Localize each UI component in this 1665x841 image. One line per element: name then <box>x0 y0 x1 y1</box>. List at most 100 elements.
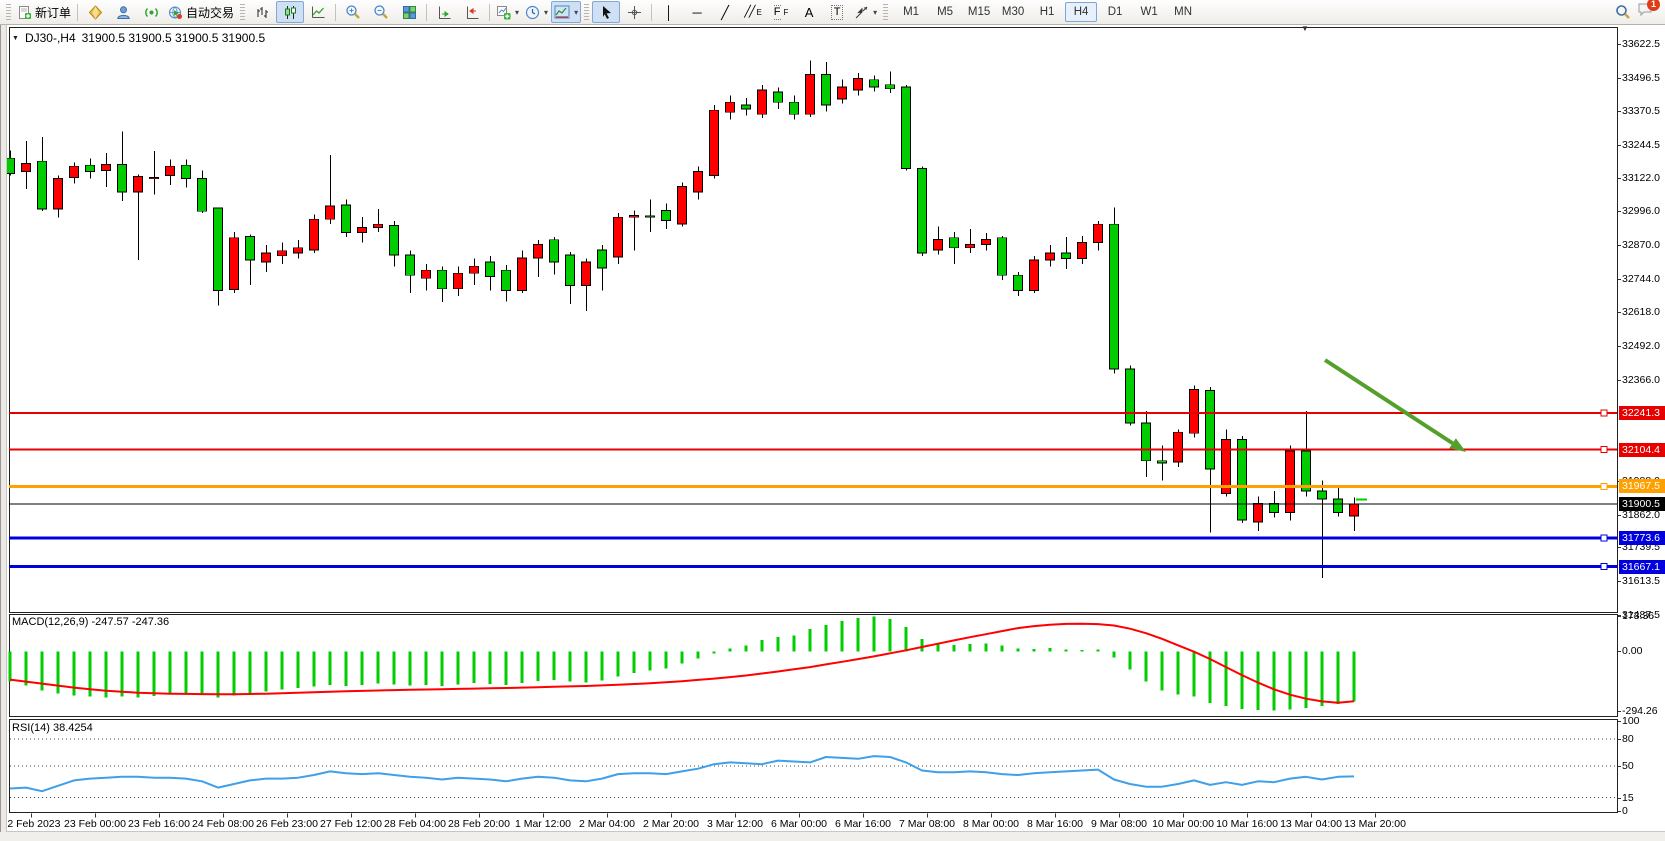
notifications-button[interactable]: 1 <box>1637 0 1660 23</box>
timeframe-toolbar: M1 M5 M15 M30 H1 H4 D1 W1 MN <box>895 2 1199 22</box>
candlestick-chart-button[interactable] <box>276 1 305 23</box>
tile-windows-button[interactable] <box>395 1 423 23</box>
candle-down <box>1317 490 1327 500</box>
date-axis-label: 26 Feb 23:00 <box>256 818 318 830</box>
crosshair-button[interactable] <box>620 1 648 23</box>
hline-price-badge[interactable]: 31667.1 <box>1619 559 1665 574</box>
equidistant-channel-button[interactable]: ╱╱ E <box>739 1 767 23</box>
search-button[interactable] <box>1609 1 1637 23</box>
dropdown-caret-icon: ▾ <box>515 7 520 17</box>
new-order-label: 新订单 <box>35 5 72 20</box>
separator <box>651 3 653 21</box>
arrow-object-head[interactable] <box>1449 438 1466 452</box>
trade-level-up-icon <box>438 6 451 19</box>
candle-up <box>965 244 975 249</box>
notification-badge: 1 <box>1647 0 1660 11</box>
text-label-button[interactable]: T <box>823 1 851 23</box>
candle-up <box>453 272 463 290</box>
zoom-in-button[interactable] <box>339 1 367 23</box>
arrow-object[interactable] <box>1323 358 1454 445</box>
fibonacci-button[interactable]: F F <box>767 1 795 23</box>
cursor-button[interactable] <box>592 1 621 23</box>
trendline-button[interactable]: ╱ <box>711 1 739 23</box>
timeframe-h1[interactable]: H1 <box>1039 6 1055 18</box>
rsi-axis-tick: 50 <box>1617 760 1665 772</box>
candle-up <box>581 261 591 286</box>
chart-quotes: 31900.5 31900.5 31900.5 31900.5 <box>81 31 266 45</box>
toolbar-grip[interactable] <box>240 4 246 20</box>
line-chart-button[interactable] <box>304 1 332 23</box>
timeframe-mn[interactable]: MN <box>1174 6 1193 18</box>
macd-bar <box>56 651 60 694</box>
macd-bar <box>984 643 988 652</box>
panel-frame-2 <box>9 719 1618 813</box>
horizontal-line-button[interactable]: ─ <box>683 1 711 23</box>
separator <box>77 3 79 21</box>
hline-price-badge[interactable]: 32241.3 <box>1619 406 1665 421</box>
hline-handle[interactable] <box>1600 409 1608 417</box>
show-trade-levels-button[interactable] <box>430 1 458 23</box>
price-axis-tick: 31862.0 <box>1617 509 1665 521</box>
clock-icon <box>525 5 540 19</box>
candle-up <box>853 78 863 91</box>
toolbar-grip[interactable] <box>584 4 590 20</box>
candle-down <box>597 249 607 269</box>
new-order-button[interactable]: 新订单 <box>14 1 74 23</box>
candle-up <box>421 269 431 279</box>
candle-up <box>277 250 287 257</box>
candle-down <box>1157 460 1167 464</box>
timeframe-m5[interactable]: M5 <box>937 6 954 18</box>
candle-up <box>709 109 719 176</box>
add-indicator-button[interactable]: ▾ <box>493 1 522 23</box>
macd-indicator-label: MACD(12,26,9) -247.57 -247.36 <box>12 616 170 628</box>
candle-down <box>341 204 351 233</box>
date-axis-label: 8 Mar 16:00 <box>1026 818 1084 830</box>
candle-up <box>1285 450 1295 513</box>
dropdown-caret-icon: ▾ <box>574 7 579 17</box>
macd-bar <box>1112 651 1116 658</box>
shapes-button[interactable]: ▾ <box>851 1 880 23</box>
candle-up <box>933 239 943 251</box>
macd-bar <box>1016 648 1020 652</box>
show-order-levels-button[interactable] <box>458 1 486 23</box>
hline-handle[interactable] <box>1600 534 1608 542</box>
collapse-icon[interactable]: ▼ <box>12 34 19 42</box>
hline-price-badge[interactable]: 31773.6 <box>1619 531 1665 546</box>
macd-bar <box>1176 651 1180 695</box>
rsi-axis-tick: 0 <box>1617 805 1665 817</box>
auto-trading-button[interactable]: 自动交易 <box>165 1 237 23</box>
timeframe-d1[interactable]: D1 <box>1107 6 1123 18</box>
hline-price-badge[interactable]: 31967.5 <box>1619 479 1665 494</box>
macd-bar <box>296 651 300 689</box>
zoom-out-button[interactable] <box>367 1 395 23</box>
bar-chart-button[interactable] <box>248 1 276 23</box>
macd-bar <box>888 619 892 652</box>
toolbar-grip[interactable] <box>6 4 11 20</box>
community-button[interactable] <box>81 1 109 23</box>
hline-handle[interactable] <box>1600 482 1608 490</box>
macd-bar <box>1320 651 1324 707</box>
timeframe-h4[interactable]: H4 <box>1065 2 1098 22</box>
hline-handle[interactable] <box>1600 563 1608 571</box>
rsi-line <box>9 755 1355 793</box>
timeframe-m30[interactable]: M30 <box>1001 6 1025 18</box>
hline-handle[interactable] <box>1600 446 1608 454</box>
candle-up <box>69 165 79 178</box>
text-button[interactable]: A <box>795 1 823 23</box>
hline-price-badge[interactable]: 32104.4 <box>1619 442 1665 457</box>
toolbar-grip[interactable] <box>883 4 889 20</box>
chart-shift-marker[interactable]: ▼ <box>1301 24 1309 33</box>
period-button[interactable]: ▾ <box>522 1 551 23</box>
macd-bar <box>1224 651 1228 706</box>
trendline-icon: ╱ <box>721 4 729 20</box>
timeframe-w1[interactable]: W1 <box>1140 6 1158 18</box>
vertical-line-button[interactable]: │ <box>655 1 683 23</box>
timeframe-m1[interactable]: M1 <box>903 6 920 18</box>
date-axis-label: 22 Feb 2023 <box>1 818 61 830</box>
candle-down <box>245 236 255 261</box>
template-button[interactable]: ▾ <box>551 1 582 23</box>
signals-button[interactable] <box>137 1 165 23</box>
timeframe-m15[interactable]: M15 <box>967 6 991 18</box>
profile-button[interactable] <box>109 1 137 23</box>
date-axis-label: 23 Feb 00:00 <box>64 818 126 830</box>
